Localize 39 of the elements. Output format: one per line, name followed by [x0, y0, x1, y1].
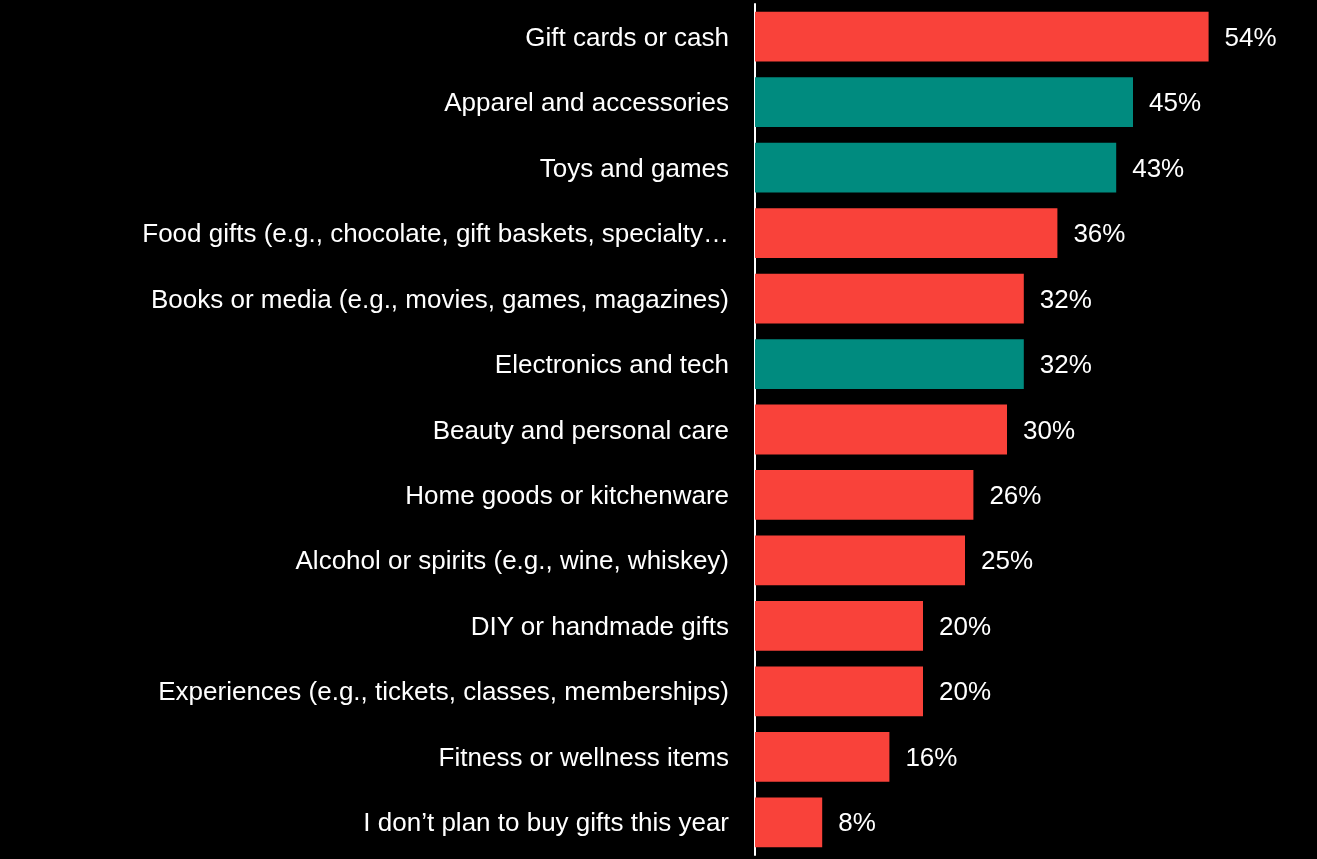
y-tick-label: Beauty and personal care: [432, 414, 729, 445]
data-label: 45%: [1149, 87, 1202, 118]
data-label: 30%: [1023, 414, 1076, 445]
data-label: 20%: [939, 676, 992, 707]
bar: [755, 273, 1024, 324]
bar: [755, 535, 965, 586]
y-tick-label: DIY or handmade gifts: [470, 610, 729, 641]
y-tick-label: Electronics and tech: [494, 349, 729, 380]
y-tick-label: Alcohol or spirits (e.g., wine, whiskey): [295, 545, 729, 576]
data-label: 32%: [1039, 283, 1092, 314]
bar: [755, 666, 923, 717]
data-label: 36%: [1073, 218, 1126, 249]
y-tick-label: Gift cards or cash: [525, 21, 729, 52]
y-tick-label: Apparel and accessories: [444, 87, 729, 118]
bar: [755, 797, 823, 848]
bar: [755, 142, 1117, 193]
data-label: 32%: [1039, 349, 1092, 380]
data-label: 20%: [939, 610, 992, 641]
data-label: 16%: [905, 741, 958, 772]
y-tick-label: Home goods or kitchenware: [405, 479, 729, 510]
bar: [755, 11, 1209, 62]
bar: [755, 470, 974, 520]
bar: [755, 404, 1007, 455]
y-tick-label: Experiences (e.g., tickets, classes, memberships): [158, 676, 729, 707]
bar: [755, 731, 890, 782]
data-label: 25%: [981, 545, 1034, 576]
bar: [755, 339, 1024, 389]
y-tick-label: Books or media (e.g., movies, games, magazines): [150, 283, 729, 314]
bar: [755, 77, 1133, 128]
bar: [755, 601, 923, 651]
data-label: 54%: [1224, 21, 1277, 52]
y-tick-label: I don’t plan to buy gifts this year: [363, 807, 730, 838]
y-tick-label: Toys and games: [539, 152, 729, 183]
bar: [755, 208, 1058, 258]
data-label: 26%: [989, 479, 1042, 510]
data-label: 43%: [1132, 152, 1185, 183]
y-tick-label: Food gifts (e.g., chocolate, gift baskets, specialty…: [142, 218, 729, 249]
y-tick-label: Fitness or wellness items: [438, 741, 729, 772]
data-label: 8%: [838, 807, 876, 838]
